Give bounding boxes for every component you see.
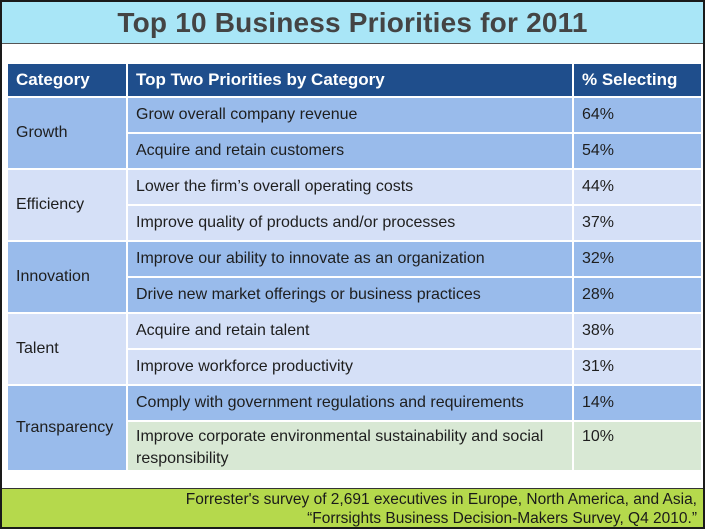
source-line-2: “Forrsights Business Decision-Makers Sur… <box>307 510 697 527</box>
pct-cell: 14% <box>572 384 703 422</box>
pct-cell: 38% <box>572 312 703 350</box>
priority-cell: Drive new market offerings or business p… <box>126 276 574 314</box>
header-pct: % Selecting <box>572 62 703 98</box>
title-bar: Top 10 Business Priorities for 2011 <box>2 2 703 44</box>
priority-cell: Grow overall company revenue <box>126 96 574 134</box>
pct-cell: 37% <box>572 204 703 242</box>
source-footer: Forrester's survey of 2,691 executives i… <box>2 488 703 527</box>
pct-cell: 31% <box>572 348 703 386</box>
table-row: Improve workforce productivity 31% <box>7 348 703 386</box>
slide-title: Top 10 Business Priorities for 2011 <box>117 6 588 38</box>
header-category: Category <box>6 62 128 98</box>
priority-cell: Acquire and retain customers <box>126 132 574 170</box>
table-header-row: Category Top Two Priorities by Category … <box>6 62 703 98</box>
pct-cell: 10% <box>572 420 703 472</box>
priority-cell: Improve workforce productivity <box>126 348 574 386</box>
category-cell: Talent <box>6 312 128 386</box>
source-line-1: Forrester's survey of 2,691 executives i… <box>185 491 697 508</box>
priority-cell: Acquire and retain talent <box>126 312 574 350</box>
table-row: Innovation Improve our ability to innova… <box>6 240 703 314</box>
priority-cell: Comply with government regulations and r… <box>126 384 574 422</box>
priority-cell: Lower the firm’s overall operating costs <box>126 168 574 206</box>
priorities-table: Category Top Two Priorities by Category … <box>6 62 703 472</box>
pct-cell: 64% <box>572 96 703 134</box>
pct-cell: 44% <box>572 168 703 206</box>
category-cell: Efficiency <box>6 168 128 242</box>
priority-cell: Improve our ability to innovate as an or… <box>126 240 574 278</box>
table-row: Improve quality of products and/or proce… <box>7 204 703 242</box>
table-row: Acquire and retain customers 54% <box>7 132 703 170</box>
header-priorities: Top Two Priorities by Category <box>126 62 574 98</box>
pct-cell: 54% <box>572 132 703 170</box>
table-row: Transparency Comply with government regu… <box>6 384 703 472</box>
pct-cell: 28% <box>572 276 703 314</box>
table-row: Growth Grow overall company revenue 64% <box>6 96 703 170</box>
priority-cell: Improve corporate environmental sustaina… <box>126 420 574 472</box>
table-row: Efficiency Lower the firm’s overall oper… <box>6 168 703 242</box>
table-row: Talent Acquire and retain talent 38% <box>6 312 703 386</box>
table-row: Drive new market offerings or business p… <box>7 276 703 314</box>
category-cell: Transparency <box>6 384 128 472</box>
category-cell: Innovation <box>6 240 128 314</box>
category-cell: Growth <box>6 96 128 170</box>
table-row: Improve corporate environmental sustaina… <box>7 420 703 472</box>
priority-cell: Improve quality of products and/or proce… <box>126 204 574 242</box>
pct-cell: 32% <box>572 240 703 278</box>
